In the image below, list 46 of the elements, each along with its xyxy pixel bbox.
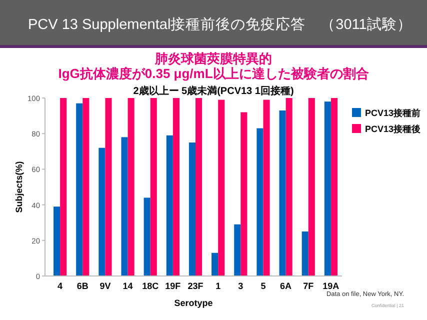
bar [150, 98, 157, 276]
x-tick-label: 6B [76, 281, 89, 291]
bar [60, 98, 67, 276]
bar [166, 135, 173, 276]
x-tick-label: 19F [165, 281, 182, 291]
bar [144, 198, 150, 276]
y-axis-title: Subjects(%) [14, 161, 24, 213]
bar [121, 137, 128, 276]
x-tick-label: 5 [260, 281, 266, 291]
x-tick-label: 23F [188, 281, 204, 291]
bar [324, 102, 331, 276]
x-tick-label: 14 [122, 281, 133, 291]
x-tick-label: 4 [58, 281, 63, 291]
bar [302, 232, 308, 276]
bar [188, 142, 196, 276]
bar [172, 98, 180, 276]
bar [234, 224, 241, 276]
x-tick-label: 1 [216, 281, 221, 291]
x-tick-label: 3 [238, 281, 244, 291]
bar [330, 98, 338, 276]
legend-label: PCV13接種前 [365, 108, 421, 118]
x-axis-title: Serotype [174, 298, 213, 308]
bar [128, 98, 134, 276]
bar [54, 206, 60, 276]
bar [279, 110, 286, 276]
chart-title: PCV 13 Supplemental接種前後の免疫応答 （3011試験） [28, 16, 412, 33]
bar [196, 98, 202, 276]
bar [263, 100, 270, 276]
bar [256, 128, 264, 276]
x-tick-label: 19A [322, 281, 340, 291]
bar [82, 98, 90, 276]
bar [76, 103, 83, 276]
x-tick-label: 7F [303, 281, 314, 291]
x-tick-label: 6A [280, 281, 292, 291]
bar [286, 98, 292, 276]
bar [308, 98, 315, 276]
bar [218, 100, 225, 276]
bar [105, 98, 112, 276]
bar [240, 112, 248, 276]
chart-subtitle: 肺炎球菌莢膜特異的 IgG抗体濃度が0.35 μg/mL以上に達した被験者の割合 [58, 51, 369, 81]
bar [212, 252, 218, 276]
x-tick-label: 18C [142, 281, 160, 291]
text: 2歳以上ー 5歳未満(PCV13 1回接種) [133, 85, 294, 97]
x-tick-label: 9V [100, 281, 111, 291]
legend-label: PCV13接種後 [365, 124, 422, 134]
bar [98, 148, 106, 276]
